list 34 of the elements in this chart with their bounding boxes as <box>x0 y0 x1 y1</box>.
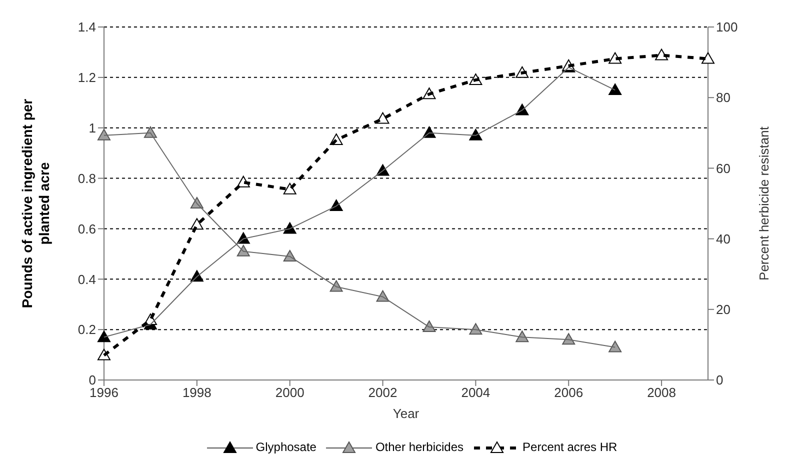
legend-label: Other herbicides <box>375 440 464 454</box>
x-tick-label: 1998 <box>182 385 212 400</box>
x-tick-label: 2004 <box>461 385 490 400</box>
y2-tick-label: 60 <box>716 160 730 176</box>
y2-tick-label: 20 <box>716 302 730 318</box>
point <box>283 182 296 194</box>
y2-tick-label: 0 <box>716 372 724 388</box>
y-axis-title: Pounds of active ingredient per planted acre <box>19 98 52 308</box>
point <box>469 128 482 140</box>
y2-tick-label: 100 <box>716 20 738 35</box>
legend-label: Percent acres HR <box>522 440 618 454</box>
point <box>608 340 622 352</box>
y-tick-label: 0 <box>88 372 96 388</box>
x-tick-label: 1996 <box>90 385 118 400</box>
y-tick-label: 0.6 <box>78 221 96 236</box>
point <box>98 128 110 140</box>
y2-tick-label: 80 <box>716 90 730 106</box>
y-tick-label: 1 <box>88 120 96 136</box>
y2-axis-title: Percent herbicide resistant <box>756 126 772 280</box>
point <box>98 330 110 342</box>
x-tick-label: 2008 <box>647 385 676 400</box>
x-tick-label: 2000 <box>275 385 304 400</box>
y-tick-label: 0.8 <box>78 170 96 186</box>
x-axis-title: Year <box>392 406 420 421</box>
y-tick-label: 1.4 <box>78 20 96 35</box>
y-tick-label: 0.2 <box>78 322 96 338</box>
y2-tick-label: 40 <box>716 231 730 246</box>
point <box>376 112 390 124</box>
y-tick-label: 1.2 <box>78 70 96 86</box>
x-tick-label: 2006 <box>554 385 584 400</box>
y-tick-label: 0.4 <box>78 272 96 287</box>
x-tick-label: 2002 <box>368 385 398 400</box>
legend-label: Glyphosate <box>256 440 316 454</box>
point <box>608 84 622 96</box>
